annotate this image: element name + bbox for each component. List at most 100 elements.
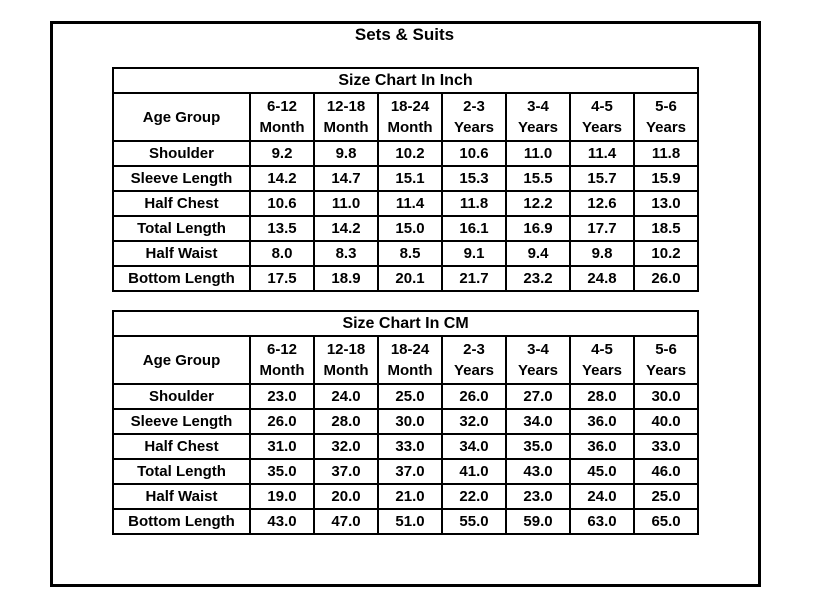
cell-value: 10.2 xyxy=(633,240,699,267)
table-title-row: Size Chart In Inch xyxy=(112,67,699,94)
cell-value: 22.0 xyxy=(441,483,507,510)
cell-value: 23.0 xyxy=(505,483,571,510)
column-header-range: 5-6 xyxy=(655,98,677,115)
cell-value: 27.0 xyxy=(505,383,571,410)
cell-value: 8.0 xyxy=(249,240,315,267)
cell-value: 45.0 xyxy=(569,458,635,485)
cell-value: 26.0 xyxy=(633,265,699,292)
cell-value: 13.0 xyxy=(633,190,699,217)
column-header-range: 18-24 xyxy=(390,98,430,115)
table-row: Shoulder 9.2 9.8 10.2 10.6 11.0 11.4 11.8 xyxy=(112,140,699,167)
cell-value: 24.8 xyxy=(569,265,635,292)
cell-value: 63.0 xyxy=(569,508,635,535)
table-row: Total Length 35.0 37.0 37.0 41.0 43.0 45.0 46.0 xyxy=(112,458,700,485)
table-row: Half Waist 19.0 20.0 21.0 22.0 23.0 24.0 25.0 xyxy=(112,483,700,510)
cell-value: 24.0 xyxy=(313,383,379,410)
size-chart-inch-table: Size Chart In Inch Age Group 6-12 Month 12-1… xyxy=(112,67,699,292)
cell-value: 26.0 xyxy=(441,383,507,410)
table-row: Total Length 13.5 14.2 15.0 16.1 16.9 17.7 18.5 xyxy=(112,215,699,242)
cell-value: 47.0 xyxy=(313,508,379,535)
column-header-row: Age Group 6-12 Month 12-18 Month 18-24 Month 2-… xyxy=(112,92,699,142)
cell-value: 9.1 xyxy=(441,240,507,267)
cell-value: 35.0 xyxy=(505,433,571,460)
column-header-unit: Years xyxy=(581,119,623,136)
cell-value: 18.5 xyxy=(633,215,699,242)
column-header-unit: Years xyxy=(517,362,559,379)
cell-value: 8.5 xyxy=(377,240,443,267)
table-row: Half Chest 10.6 11.0 11.4 11.8 12.2 12.6 13.0 xyxy=(112,190,699,217)
column-header-unit: Years xyxy=(581,362,623,379)
table-row: Bottom Length 43.0 47.0 51.0 55.0 59.0 63.0 65.… xyxy=(112,508,700,535)
cell-value: 30.0 xyxy=(377,408,443,435)
column-header-range: 2-3 xyxy=(463,98,485,115)
cell-value: 10.2 xyxy=(377,140,443,167)
cell-value: 28.0 xyxy=(569,383,635,410)
cell-value: 59.0 xyxy=(505,508,571,535)
corner-header: Age Group xyxy=(112,335,251,385)
column-header-range: 18-24 xyxy=(390,341,430,358)
cell-value: 19.0 xyxy=(249,483,315,510)
row-label: Half Waist xyxy=(112,483,251,510)
cell-value: 10.6 xyxy=(249,190,315,217)
cell-value: 15.5 xyxy=(505,165,571,192)
column-header-unit: Years xyxy=(645,119,687,136)
column-header-range: 3-4 xyxy=(527,341,549,358)
column-header-unit: Month xyxy=(259,362,305,379)
cell-value: 28.0 xyxy=(313,408,379,435)
cell-value: 37.0 xyxy=(313,458,379,485)
cell-value: 65.0 xyxy=(632,508,700,535)
cell-value: 31.0 xyxy=(249,433,315,460)
column-header-row: Age Group 6-12 Month 12-18 Month 18-24 Month 2-… xyxy=(112,335,700,385)
column-header-unit: Years xyxy=(453,119,495,136)
cell-value: 16.9 xyxy=(505,215,571,242)
column-header: 12-18 Month xyxy=(313,335,379,385)
table-row: Shoulder 23.0 24.0 25.0 26.0 27.0 28.0 30.0 xyxy=(112,383,700,410)
row-label: Half Waist xyxy=(112,240,251,267)
cell-value: 25.0 xyxy=(632,483,700,510)
column-header-range: 3-4 xyxy=(527,98,549,115)
table-title: Size Chart In Inch xyxy=(112,67,699,94)
column-header: 4-5 Years xyxy=(569,92,635,142)
cell-value: 32.0 xyxy=(441,408,507,435)
cell-value: 20.1 xyxy=(377,265,443,292)
cell-value: 11.0 xyxy=(505,140,571,167)
row-label: Half Chest xyxy=(112,190,251,217)
column-header-range: 6-12 xyxy=(266,341,298,358)
column-header-range: 4-5 xyxy=(591,341,613,358)
column-header: 2-3 Years xyxy=(441,92,507,142)
column-header: 12-18 Month xyxy=(313,92,379,142)
column-header: 6-12 Month xyxy=(249,335,315,385)
column-header: 3-4 Years xyxy=(505,335,571,385)
cell-value: 14.7 xyxy=(313,165,379,192)
table-title: Size Chart In CM xyxy=(111,310,700,337)
column-header-unit: Month xyxy=(387,119,433,136)
cell-value: 15.9 xyxy=(633,165,699,192)
cell-value: 37.0 xyxy=(377,458,443,485)
cell-value: 12.2 xyxy=(505,190,571,217)
cell-value: 12.6 xyxy=(569,190,635,217)
size-chart-cm-table: Size Chart In CM Age Group 6-12 Month 12-18 M… xyxy=(111,310,700,535)
table-row: Half Waist 8.0 8.3 8.5 9.1 9.4 9.8 10.2 xyxy=(112,240,699,267)
cell-value: 14.2 xyxy=(249,165,315,192)
cell-value: 10.6 xyxy=(441,140,507,167)
column-header-unit: Month xyxy=(323,119,369,136)
column-header-range: 12-18 xyxy=(326,341,366,358)
row-label: Shoulder xyxy=(112,140,251,167)
table-row: Bottom Length 17.5 18.9 20.1 21.7 23.2 24.8 26.… xyxy=(112,265,699,292)
column-header-range: 12-18 xyxy=(326,98,366,115)
cell-value: 11.0 xyxy=(313,190,379,217)
column-header-range: 2-3 xyxy=(463,341,485,358)
column-header-unit: Month xyxy=(387,362,433,379)
cell-value: 20.0 xyxy=(313,483,379,510)
row-label: Bottom Length xyxy=(112,508,251,535)
row-label: Shoulder xyxy=(112,383,251,410)
cell-value: 36.0 xyxy=(569,408,635,435)
cell-value: 11.8 xyxy=(441,190,507,217)
row-label: Sleeve Length xyxy=(112,165,251,192)
cell-value: 41.0 xyxy=(441,458,507,485)
column-header-unit: Month xyxy=(323,362,369,379)
column-header-range: 4-5 xyxy=(591,98,613,115)
cell-value: 8.3 xyxy=(313,240,379,267)
column-header-range: 6-12 xyxy=(266,98,298,115)
cell-value: 15.0 xyxy=(377,215,443,242)
